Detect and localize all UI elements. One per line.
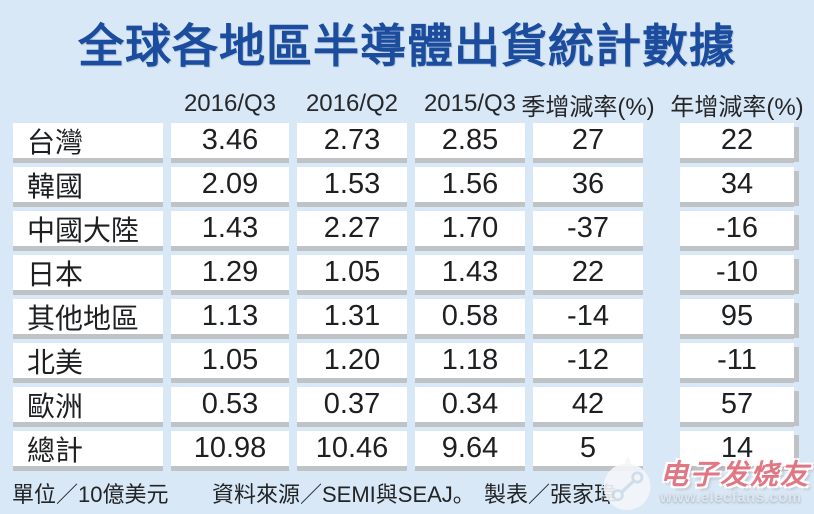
table-cell: 1.05 bbox=[297, 255, 407, 290]
table-cell: -11 bbox=[680, 343, 794, 378]
watermark-url: www.elecfans.com bbox=[659, 489, 802, 507]
table-cell: 2.27 bbox=[297, 211, 407, 246]
table-cell: 34 bbox=[680, 167, 794, 202]
table-cell: 0.37 bbox=[297, 387, 407, 422]
table-row: 中國大陸 1.43 2.27 1.70 -37 -16 bbox=[0, 211, 814, 246]
table-cell: 1.18 bbox=[415, 343, 525, 378]
watermark: 电子发烧友 www.elecfans.com bbox=[600, 454, 810, 512]
table-cell: 2.85 bbox=[415, 123, 525, 158]
column-header: 2016/Q3 bbox=[183, 90, 277, 117]
column-header: 2015/Q3 bbox=[423, 90, 517, 117]
table-cell: -16 bbox=[680, 211, 794, 246]
table-cell: -12 bbox=[533, 343, 643, 378]
table-cell: 10.98 bbox=[171, 431, 289, 466]
table-cell: 57 bbox=[680, 387, 794, 422]
table-cell: 36 bbox=[533, 167, 643, 202]
table-cell: 22 bbox=[533, 255, 643, 290]
table-cell: 1.13 bbox=[171, 299, 289, 334]
table-cell: -37 bbox=[533, 211, 643, 246]
row-label: 其他地區 bbox=[13, 299, 163, 334]
row-label: 歐洲 bbox=[13, 387, 163, 422]
column-header: 年增減率(%) bbox=[670, 93, 804, 121]
table-cell: 27 bbox=[533, 123, 643, 158]
table-cell: 1.43 bbox=[415, 255, 525, 290]
table-row: 其他地區 1.13 1.31 0.58 -14 95 bbox=[0, 299, 814, 334]
table-cell: 22 bbox=[680, 123, 794, 158]
table-cell: 5 bbox=[533, 431, 643, 466]
table-cell: 1.20 bbox=[297, 343, 407, 378]
table-cell: 95 bbox=[680, 299, 794, 334]
table-cell: 3.46 bbox=[171, 123, 289, 158]
watermark-brand: 电子发烧友 bbox=[659, 458, 810, 490]
footer: 單位／10億美元 資料來源／SEMI與SEAJ。 製表／張家瑋 bbox=[0, 475, 814, 507]
table-cell: -14 bbox=[533, 299, 643, 334]
table-cell: 1.31 bbox=[297, 299, 407, 334]
table-row: 歐洲 0.53 0.37 0.34 42 57 bbox=[0, 387, 814, 422]
table-cell: 42 bbox=[533, 387, 643, 422]
column-header: 季增減率(%) bbox=[521, 93, 655, 121]
table-row: 北美 1.05 1.20 1.18 -12 -11 bbox=[0, 343, 814, 378]
table-cell: 1.70 bbox=[415, 211, 525, 246]
table-header-row: 2016/Q3 2016/Q2 2015/Q3 季增減率(%) 年增減率(%) bbox=[0, 88, 814, 121]
footer-unit-note: 單位／10億美元 bbox=[12, 482, 169, 507]
row-label: 日本 bbox=[13, 255, 163, 290]
table-row: 日本 1.29 1.05 1.43 22 -10 bbox=[0, 255, 814, 290]
row-label: 總計 bbox=[13, 431, 163, 466]
table-cell: 2.09 bbox=[171, 167, 289, 202]
table-cell: 0.58 bbox=[415, 299, 525, 334]
watermark-text: 电子发烧友 www.elecfans.com bbox=[659, 458, 810, 507]
table-cell: 1.05 bbox=[171, 343, 289, 378]
table-cell: 1.56 bbox=[415, 167, 525, 202]
table-row: 總計 10.98 10.46 9.64 5 14 bbox=[0, 431, 814, 466]
table-cell: -10 bbox=[680, 255, 794, 290]
row-label: 北美 bbox=[13, 343, 163, 378]
table-cell: 10.46 bbox=[297, 431, 407, 466]
column-header: 2016/Q2 bbox=[305, 90, 399, 117]
table-cell: 1.43 bbox=[171, 211, 289, 246]
table-cell: 1.53 bbox=[297, 167, 407, 202]
table-body: 台灣 3.46 2.73 2.85 27 22 韓國 2.09 1.53 1.56 36 34 中國大陸… bbox=[0, 123, 814, 466]
row-label: 台灣 bbox=[13, 123, 163, 158]
page-title: 全球各地區半導體出貨統計數據 bbox=[78, 20, 736, 72]
table-cell: 0.34 bbox=[415, 387, 525, 422]
header-spacer bbox=[13, 88, 163, 120]
table-row: 台灣 3.46 2.73 2.85 27 22 bbox=[0, 123, 814, 158]
table-cell: 0.53 bbox=[171, 387, 289, 422]
table-cell: 1.29 bbox=[171, 255, 289, 290]
table-row: 韓國 2.09 1.53 1.56 36 34 bbox=[0, 167, 814, 202]
table-cell: 14 bbox=[680, 431, 794, 466]
elecfans-logo-icon bbox=[603, 456, 651, 511]
footer-credit-note: 製表／張家瑋 bbox=[484, 482, 617, 507]
row-label: 中國大陸 bbox=[13, 211, 163, 246]
row-label: 韓國 bbox=[13, 167, 163, 202]
table-cell: 9.64 bbox=[415, 431, 525, 466]
table-cell: 2.73 bbox=[297, 123, 407, 158]
footer-source-note: 資料來源／SEMI與SEAJ。 bbox=[212, 482, 475, 507]
